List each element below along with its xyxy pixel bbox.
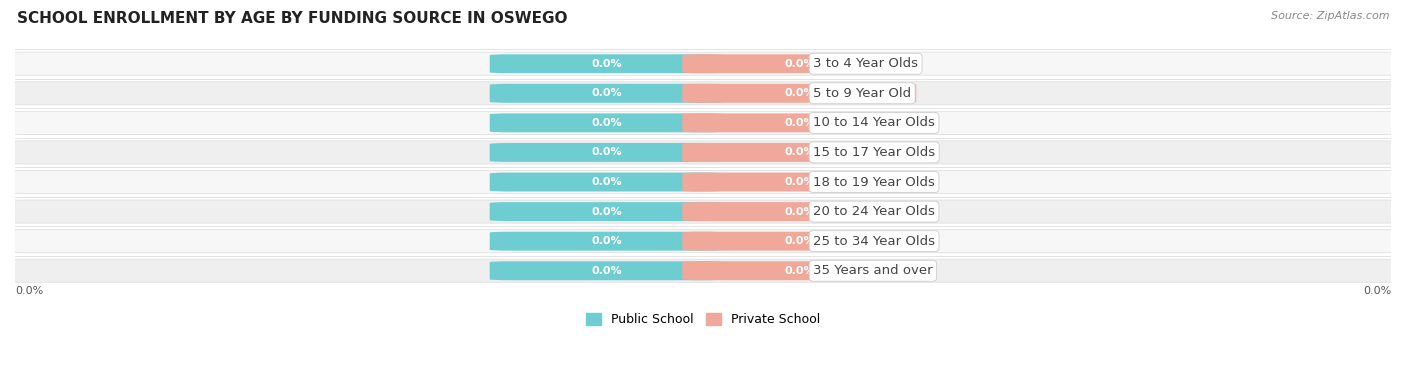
FancyBboxPatch shape	[0, 141, 1406, 164]
Text: 0.0%: 0.0%	[785, 88, 814, 98]
Text: 0.0%: 0.0%	[785, 236, 814, 246]
FancyBboxPatch shape	[0, 82, 1406, 105]
Text: 0.0%: 0.0%	[592, 177, 621, 187]
Text: Source: ZipAtlas.com: Source: ZipAtlas.com	[1271, 11, 1389, 21]
Text: 5 to 9 Year Old: 5 to 9 Year Old	[813, 87, 911, 100]
FancyBboxPatch shape	[682, 261, 917, 280]
FancyBboxPatch shape	[682, 54, 917, 73]
FancyBboxPatch shape	[489, 202, 724, 221]
Text: 0.0%: 0.0%	[592, 236, 621, 246]
Text: 0.0%: 0.0%	[785, 59, 814, 69]
Text: 0.0%: 0.0%	[592, 207, 621, 217]
FancyBboxPatch shape	[0, 230, 1406, 253]
Text: 3 to 4 Year Olds: 3 to 4 Year Olds	[813, 57, 918, 70]
FancyBboxPatch shape	[489, 143, 724, 162]
FancyBboxPatch shape	[489, 232, 724, 251]
Text: 0.0%: 0.0%	[592, 266, 621, 276]
Text: 0.0%: 0.0%	[785, 207, 814, 217]
FancyBboxPatch shape	[489, 173, 724, 192]
Text: 0.0%: 0.0%	[592, 59, 621, 69]
FancyBboxPatch shape	[0, 200, 1406, 223]
Text: 10 to 14 Year Olds: 10 to 14 Year Olds	[813, 116, 935, 129]
Text: 35 Years and over: 35 Years and over	[813, 264, 932, 277]
Legend: Public School, Private School: Public School, Private School	[581, 308, 825, 331]
Text: 0.0%: 0.0%	[785, 118, 814, 128]
Text: 0.0%: 0.0%	[592, 88, 621, 98]
Text: 0.0%: 0.0%	[1362, 285, 1391, 296]
Text: 15 to 17 Year Olds: 15 to 17 Year Olds	[813, 146, 935, 159]
FancyBboxPatch shape	[682, 143, 917, 162]
FancyBboxPatch shape	[682, 113, 917, 132]
FancyBboxPatch shape	[682, 84, 917, 103]
FancyBboxPatch shape	[0, 170, 1406, 193]
Text: SCHOOL ENROLLMENT BY AGE BY FUNDING SOURCE IN OSWEGO: SCHOOL ENROLLMENT BY AGE BY FUNDING SOUR…	[17, 11, 568, 26]
FancyBboxPatch shape	[682, 232, 917, 251]
FancyBboxPatch shape	[0, 111, 1406, 135]
Text: 18 to 19 Year Olds: 18 to 19 Year Olds	[813, 176, 935, 188]
FancyBboxPatch shape	[489, 113, 724, 132]
FancyBboxPatch shape	[0, 52, 1406, 75]
FancyBboxPatch shape	[682, 202, 917, 221]
Text: 20 to 24 Year Olds: 20 to 24 Year Olds	[813, 205, 935, 218]
Text: 0.0%: 0.0%	[785, 147, 814, 158]
FancyBboxPatch shape	[682, 173, 917, 192]
FancyBboxPatch shape	[489, 54, 724, 73]
Text: 25 to 34 Year Olds: 25 to 34 Year Olds	[813, 234, 935, 248]
Text: 0.0%: 0.0%	[785, 266, 814, 276]
Text: 0.0%: 0.0%	[15, 285, 44, 296]
Text: 0.0%: 0.0%	[592, 118, 621, 128]
Text: 0.0%: 0.0%	[592, 147, 621, 158]
Text: 0.0%: 0.0%	[785, 177, 814, 187]
FancyBboxPatch shape	[0, 259, 1406, 282]
FancyBboxPatch shape	[489, 261, 724, 280]
FancyBboxPatch shape	[489, 84, 724, 103]
